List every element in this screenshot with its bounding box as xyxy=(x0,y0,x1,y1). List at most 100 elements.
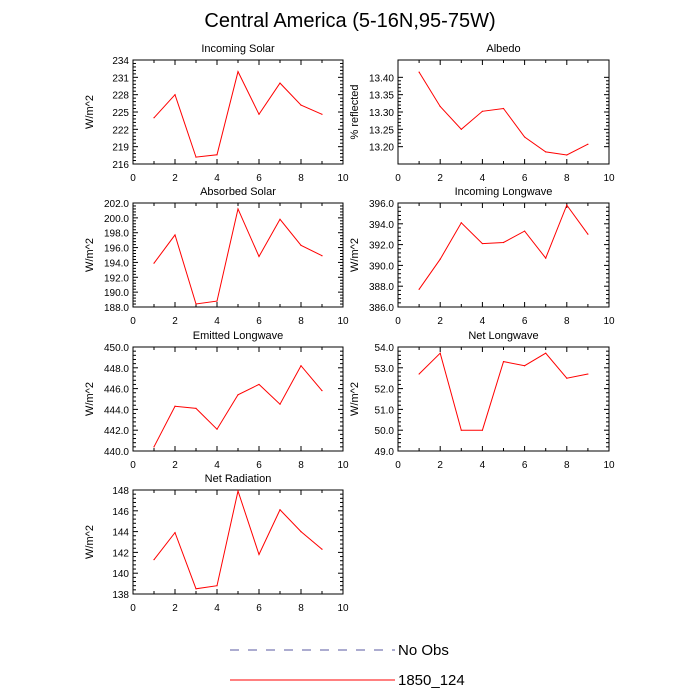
y-tick-label: 13.35 xyxy=(369,91,394,102)
data-point xyxy=(153,117,155,119)
x-tick-label: 8 xyxy=(298,173,304,184)
data-point xyxy=(279,82,281,84)
legend-label-1850-124: 1850_124 xyxy=(398,672,465,689)
legend-label-no-obs: No Obs xyxy=(398,642,449,659)
x-tick-label: 0 xyxy=(130,603,136,614)
data-point xyxy=(481,429,483,431)
data-point xyxy=(258,113,260,115)
y-tick-label: 219 xyxy=(112,143,129,154)
x-tick-label: 10 xyxy=(603,460,615,471)
y-tick-label: 198.0 xyxy=(104,229,129,240)
data-point xyxy=(195,588,197,590)
y-tick-label: 386.0 xyxy=(369,303,394,314)
x-tick-label: 2 xyxy=(437,316,443,327)
y-tick-label: 194.0 xyxy=(104,258,129,269)
data-point xyxy=(216,154,218,156)
series-line-1850-124 xyxy=(153,489,323,590)
data-point xyxy=(216,300,218,302)
x-tick-label: 6 xyxy=(256,460,262,471)
panel-net-longwave: Net Longwave 0 2 4 6 8 10 49.0 50.0 51.0 52.0 53.0 5… xyxy=(349,330,615,471)
x-tick-label: 2 xyxy=(172,173,178,184)
x-tick-label: 0 xyxy=(130,316,136,327)
data-point xyxy=(566,377,568,379)
y-axis-label: W/m^2 xyxy=(84,525,96,559)
y-tick-label: 146 xyxy=(112,507,129,518)
y-tick-label: 448.0 xyxy=(104,364,129,375)
data-point xyxy=(502,107,505,110)
x-tick-label: 4 xyxy=(214,460,220,471)
y-tick-label: 49.0 xyxy=(375,447,395,458)
y-tick-label: 51.0 xyxy=(375,405,395,416)
data-point xyxy=(258,553,260,556)
x-tick-label: 0 xyxy=(130,460,136,471)
x-tick-label: 8 xyxy=(564,173,570,184)
y-tick-label: 144 xyxy=(112,528,129,539)
x-tick-label: 4 xyxy=(214,173,220,184)
data-point xyxy=(174,405,176,407)
y-tick-label: 394.0 xyxy=(369,220,394,231)
x-tick-label: 10 xyxy=(603,173,615,184)
y-tick-label: 388.0 xyxy=(369,282,394,293)
data-point xyxy=(460,429,462,431)
y-axis-label: W/m^2 xyxy=(84,95,96,129)
data-point xyxy=(418,288,420,290)
y-tick-label: 140 xyxy=(112,569,129,580)
y-tick-label: 225 xyxy=(112,108,129,119)
x-tick-label: 0 xyxy=(395,460,401,471)
series-line-1850-124 xyxy=(418,352,588,431)
data-point xyxy=(566,204,568,206)
figure-title: Central America (5-16N,95-75W) xyxy=(204,10,495,32)
data-point xyxy=(300,365,302,367)
y-tick-label: 396.0 xyxy=(369,199,394,210)
y-tick-label: 188.0 xyxy=(104,303,129,314)
x-tick-label: 6 xyxy=(522,173,528,184)
data-point xyxy=(174,532,176,534)
data-point xyxy=(195,407,197,409)
data-point xyxy=(237,70,239,73)
x-tick-label: 2 xyxy=(437,173,443,184)
x-tick-label: 6 xyxy=(256,173,262,184)
y-tick-label: 231 xyxy=(112,73,129,84)
y-axis-label: W/m^2 xyxy=(349,238,361,272)
data-point xyxy=(258,255,260,258)
x-tick-label: 4 xyxy=(214,603,220,614)
data-point xyxy=(545,257,547,259)
data-point xyxy=(587,373,589,375)
panel-title: Albedo xyxy=(486,43,520,55)
panel-absorbed-solar: Absorbed Solar 0 2 4 6 8 10 188.0 190.0 192.0 194.… xyxy=(84,186,349,327)
y-tick-label: 196.0 xyxy=(104,244,129,255)
data-point xyxy=(418,373,420,375)
y-tick-label: 216 xyxy=(112,160,129,171)
x-tick-label: 8 xyxy=(298,603,304,614)
panel-albedo: Albedo 0 2 4 6 8 10 13.20 13.25 13.30 13.35 13.40 % … xyxy=(349,43,615,184)
panel-title: Incoming Longwave xyxy=(455,186,553,198)
data-point xyxy=(502,241,505,244)
y-tick-label: 222 xyxy=(112,125,129,136)
data-point xyxy=(321,548,323,550)
x-tick-label: 4 xyxy=(480,460,486,471)
y-tick-label: 142 xyxy=(112,548,129,559)
data-point xyxy=(524,365,526,367)
data-point xyxy=(418,71,420,73)
data-point xyxy=(300,244,302,246)
x-tick-label: 8 xyxy=(564,460,570,471)
data-point xyxy=(321,255,323,257)
y-tick-label: 138 xyxy=(112,590,129,601)
x-tick-label: 8 xyxy=(298,460,304,471)
data-point xyxy=(237,490,239,492)
x-tick-label: 0 xyxy=(395,316,401,327)
x-tick-label: 0 xyxy=(130,173,136,184)
panel-title: Net Radiation xyxy=(205,473,272,485)
y-tick-label: 200.0 xyxy=(104,214,129,225)
x-tick-label: 4 xyxy=(480,173,486,184)
plot-frame xyxy=(397,202,610,308)
x-tick-label: 8 xyxy=(564,316,570,327)
panel-incoming-solar: Incoming Solar 0 2 4 6 8 10 216 219 222 225 228 231 2… xyxy=(84,43,349,184)
data-point xyxy=(174,234,176,236)
data-point xyxy=(545,151,547,153)
y-tick-label: 392.0 xyxy=(369,241,394,252)
data-point xyxy=(279,403,281,405)
data-point xyxy=(279,218,281,220)
series-line-1850-124 xyxy=(418,71,589,156)
data-point xyxy=(587,143,589,145)
